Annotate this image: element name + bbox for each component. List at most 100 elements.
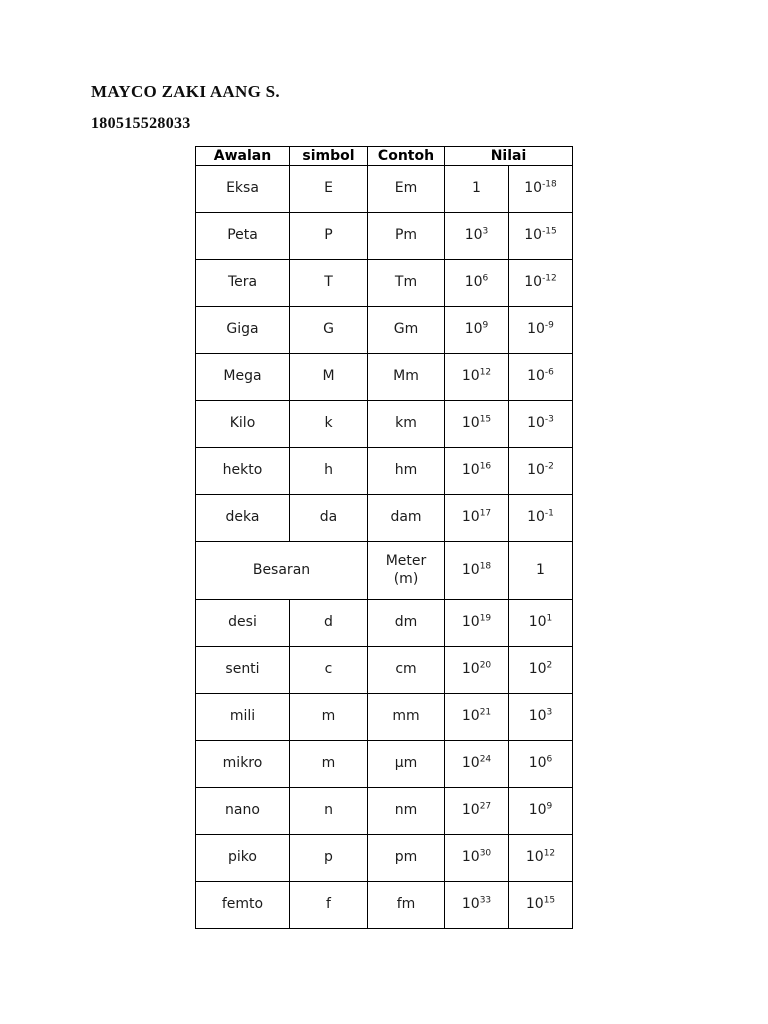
nilai-cell: 1012 — [508, 834, 573, 882]
value-base: 10 — [527, 509, 545, 526]
simbol-cell: E — [289, 165, 368, 213]
value-exponent: -2 — [544, 461, 554, 472]
value-base: 10 — [461, 802, 480, 819]
value-base: 10 — [461, 368, 480, 385]
table-row: Besaran Meter (m) 1018 1 — [195, 541, 573, 600]
contoh-cell: Gm — [367, 306, 445, 354]
value-base: 10 — [528, 755, 547, 772]
value-exponent: -12 — [542, 273, 557, 284]
awalan-cell: Peta — [195, 212, 290, 260]
value-base: 10 — [527, 415, 545, 432]
awalan-cell: mili — [195, 693, 290, 741]
contoh-cell: Pm — [367, 212, 445, 260]
value-exponent: 18 — [479, 561, 492, 572]
nilai-cell: 1016 — [444, 447, 509, 495]
table-row: desi d dm 1019 101 — [195, 599, 573, 647]
nilai-cell: 1 — [444, 165, 509, 213]
value-base: 10 — [464, 227, 483, 244]
nilai-cell: 1018 — [444, 541, 509, 600]
contoh-cell: hm — [367, 447, 445, 495]
table-row: Eksa E Em 1 10-18 — [195, 165, 573, 213]
value-exponent: -18 — [542, 179, 557, 190]
nilai-cell: 1020 — [444, 646, 509, 694]
value-base: 10 — [461, 896, 480, 913]
nilai-cell: 10-15 — [508, 212, 573, 260]
contoh-cell: Em — [367, 165, 445, 213]
merged-label-cell: Besaran — [195, 541, 368, 600]
simbol-cell: G — [289, 306, 368, 354]
nilai-cell: 10-6 — [508, 353, 573, 401]
table-row: mikro m μm 1024 106 — [195, 740, 573, 788]
awalan-cell: femto — [195, 881, 290, 929]
nilai-cell: 10-1 — [508, 494, 573, 542]
header-contoh: Contoh — [367, 146, 445, 166]
awalan-cell: deka — [195, 494, 290, 542]
value-base: 10 — [461, 849, 480, 866]
table-row: piko p pm 1030 1012 — [195, 834, 573, 882]
contoh-cell: pm — [367, 834, 445, 882]
value-base: 10 — [461, 755, 480, 772]
value-base: 10 — [525, 849, 544, 866]
awalan-cell: nano — [195, 787, 290, 835]
value-exponent: 9 — [482, 320, 489, 331]
value-exponent: 16 — [479, 461, 492, 472]
contoh-cell: dm — [367, 599, 445, 647]
contoh-cell: cm — [367, 646, 445, 694]
simbol-cell: k — [289, 400, 368, 448]
value-exponent: 6 — [546, 754, 553, 765]
contoh-cell: nm — [367, 787, 445, 835]
table-row: Mega M Mm 1012 10-6 — [195, 353, 573, 401]
nilai-cell: 103 — [508, 693, 573, 741]
value-base: 10 — [464, 274, 483, 291]
nilai-cell: 10-2 — [508, 447, 573, 495]
value-exponent: 20 — [479, 660, 492, 671]
value-exponent: 12 — [543, 848, 556, 859]
nilai-cell: 1012 — [444, 353, 509, 401]
value-base: 10 — [461, 415, 480, 432]
nilai-cell: 1017 — [444, 494, 509, 542]
simbol-cell: f — [289, 881, 368, 929]
contoh-cell: μm — [367, 740, 445, 788]
table-row: Kilo k km 1015 10-3 — [195, 400, 573, 448]
awalan-cell: Eksa — [195, 165, 290, 213]
value-exponent: 12 — [479, 367, 492, 378]
contoh-cell: fm — [367, 881, 445, 929]
table-row: femto f fm 1033 1015 — [195, 881, 573, 929]
nilai-cell: 1021 — [444, 693, 509, 741]
table-row: mili m mm 1021 103 — [195, 693, 573, 741]
value-base: 10 — [528, 802, 547, 819]
awalan-cell: Kilo — [195, 400, 290, 448]
awalan-cell: mikro — [195, 740, 290, 788]
simbol-cell: n — [289, 787, 368, 835]
awalan-cell: Tera — [195, 259, 290, 307]
nilai-cell: 10-12 — [508, 259, 573, 307]
value-base: 10 — [461, 462, 480, 479]
value-base: 10 — [528, 661, 547, 678]
value-base: 10 — [461, 708, 480, 725]
simbol-cell: da — [289, 494, 368, 542]
awalan-cell: Mega — [195, 353, 290, 401]
nilai-cell: 1033 — [444, 881, 509, 929]
contoh-cell: mm — [367, 693, 445, 741]
nilai-cell: 10-9 — [508, 306, 573, 354]
nilai-cell: 102 — [508, 646, 573, 694]
nilai-cell: 103 — [444, 212, 509, 260]
value-base: 10 — [464, 321, 483, 338]
value-base: 10 — [524, 180, 543, 197]
nilai-cell: 1030 — [444, 834, 509, 882]
header-awalan: Awalan — [195, 146, 290, 166]
author-name: MAYCO ZAKI AANG S. — [91, 82, 280, 101]
value-exponent: 2 — [546, 660, 553, 671]
value-exponent: -6 — [544, 367, 554, 378]
nilai-cell: 1 — [508, 541, 573, 600]
value-exponent: 15 — [479, 414, 492, 425]
value-base: 10 — [461, 614, 480, 631]
value-exponent: 27 — [479, 801, 492, 812]
awalan-cell: hekto — [195, 447, 290, 495]
value-exponent: 6 — [482, 273, 489, 284]
simbol-cell: P — [289, 212, 368, 260]
simbol-cell: m — [289, 693, 368, 741]
value-exponent: 3 — [546, 707, 553, 718]
value-exponent: -3 — [544, 414, 554, 425]
